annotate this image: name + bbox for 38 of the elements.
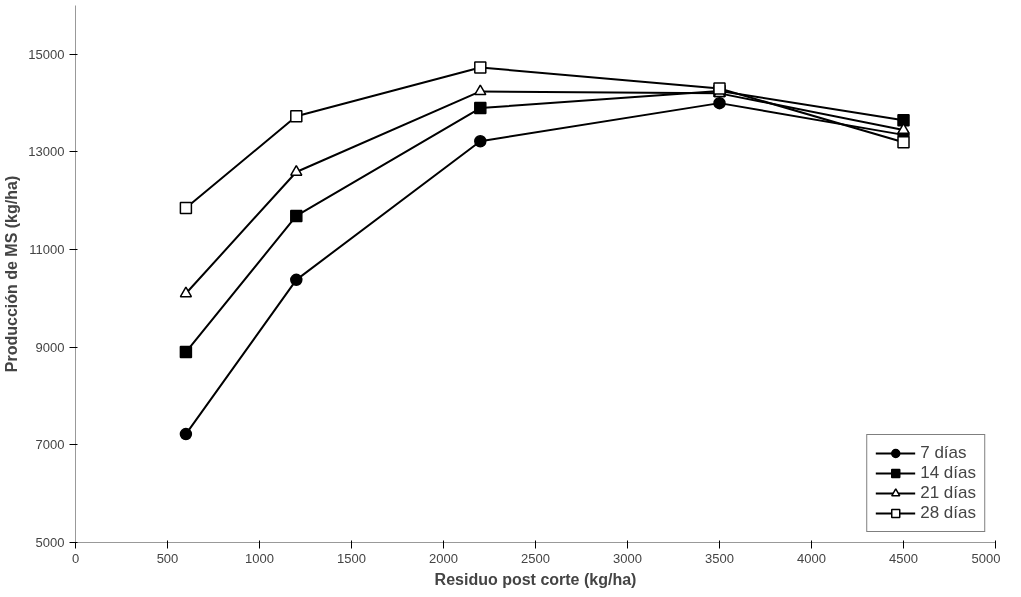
point [290,164,303,176]
point [179,427,193,441]
x-tick-label: 1500 [337,550,366,566]
legend-label: 28 días [920,503,976,523]
y-tick-label: 5000 [35,535,65,550]
point [474,134,487,148]
x-tick-label: 3000 [613,550,642,566]
x-tick-label: 2500 [521,550,550,566]
x-tick-label: 5000 [971,550,1001,566]
x-tick-label: 1000 [245,550,274,566]
y-tick-label: 13000 [28,144,65,160]
legend-label: 7 días [920,443,967,463]
point [474,101,487,115]
x-tick-label: 2000 [429,550,458,566]
y-axis-title: Producción de MS (kg/ha) [3,175,21,373]
x-tick-label: 4500 [889,550,918,566]
point [179,286,193,298]
point [897,113,910,127]
point [474,84,487,96]
legend-label: 14 días [920,463,976,483]
y-tick-label: 7000 [35,437,65,453]
x-tick-label: 3500 [705,550,734,566]
point [179,201,193,215]
point [179,345,193,359]
y-tick-label: 11000 [29,242,65,258]
legend-label: 21 días [920,483,976,503]
point [290,110,303,123]
y-tick-label: 9000 [35,339,65,355]
x-tick-label: 4000 [797,550,826,566]
x-tick-label: 0 [71,550,80,566]
x-axis-title: Residuo post corte (kg/ha) [434,570,637,588]
point [713,96,726,110]
point [897,135,910,149]
point [474,61,487,74]
point [290,273,303,287]
point [290,209,303,223]
y-tick-label: 15000 [28,46,65,62]
x-tick-label: 500 [156,550,179,566]
